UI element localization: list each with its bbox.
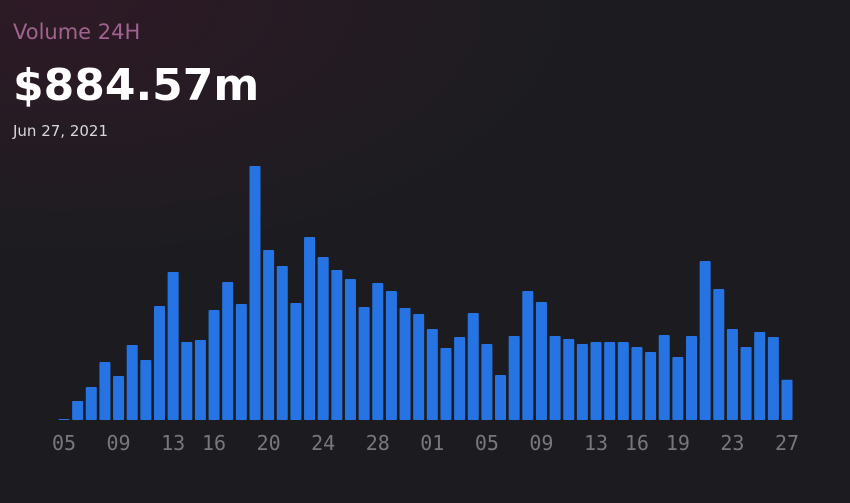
bar — [726, 329, 738, 420]
x-tick-label: 27 — [775, 431, 799, 455]
bar — [631, 347, 643, 420]
bar — [263, 250, 275, 420]
bar — [99, 362, 111, 420]
bar — [358, 307, 370, 420]
x-tick-label: 16 — [625, 431, 649, 455]
x-tick-label: 09 — [107, 431, 131, 455]
x-tick-label: 05 — [475, 431, 499, 455]
chart-title: Volume 24H — [13, 20, 140, 44]
bar — [440, 348, 452, 420]
bar — [672, 357, 684, 420]
bar — [304, 237, 316, 420]
bar — [85, 387, 97, 420]
bar — [413, 314, 425, 420]
x-tick-label: 24 — [311, 431, 335, 455]
bar — [590, 342, 602, 420]
bar — [331, 270, 343, 420]
bar — [276, 266, 288, 420]
x-tick-label: 16 — [202, 431, 226, 455]
bar — [167, 272, 179, 420]
bar — [317, 257, 329, 420]
bar — [249, 166, 261, 420]
bar — [658, 335, 670, 420]
x-tick-label: 19 — [666, 431, 690, 455]
bar — [754, 332, 766, 420]
bar — [426, 329, 438, 420]
x-tick-label: 13 — [161, 431, 185, 455]
bar — [767, 337, 779, 420]
bar — [153, 306, 165, 420]
x-tick-label: 09 — [529, 431, 553, 455]
bar — [290, 303, 302, 420]
bar — [645, 352, 657, 420]
bar — [235, 304, 247, 420]
bar — [522, 291, 534, 420]
headline-value: $884.57m — [13, 60, 259, 111]
bar — [222, 282, 234, 420]
bar — [563, 339, 575, 420]
bar — [140, 360, 152, 420]
bar — [740, 347, 752, 420]
bar — [372, 283, 384, 420]
bar — [508, 336, 520, 420]
x-tick-label: 20 — [257, 431, 281, 455]
date: Jun 27, 2021 — [12, 122, 108, 140]
bar — [344, 279, 356, 420]
x-tick-label: 13 — [584, 431, 608, 455]
bar — [58, 419, 70, 420]
bar — [208, 310, 220, 420]
bar — [699, 261, 711, 420]
bar — [686, 336, 698, 420]
bar — [181, 342, 193, 420]
bar — [72, 401, 84, 420]
bar — [113, 376, 125, 420]
bar — [576, 344, 588, 420]
bar — [604, 342, 616, 420]
bar — [781, 379, 793, 420]
bar — [194, 340, 206, 420]
bar — [454, 337, 466, 420]
bar — [467, 313, 479, 420]
x-tick-label: 01 — [420, 431, 444, 455]
bar — [126, 345, 138, 420]
bar — [549, 336, 561, 420]
bar — [495, 375, 507, 420]
bar — [481, 344, 493, 420]
x-tick-label: 05 — [52, 431, 76, 455]
x-tick-label: 28 — [366, 431, 390, 455]
x-tick-label: 23 — [720, 431, 744, 455]
bar — [399, 308, 411, 420]
bar — [713, 289, 725, 420]
bar — [535, 302, 547, 420]
bar — [617, 342, 629, 420]
bar — [385, 291, 397, 420]
